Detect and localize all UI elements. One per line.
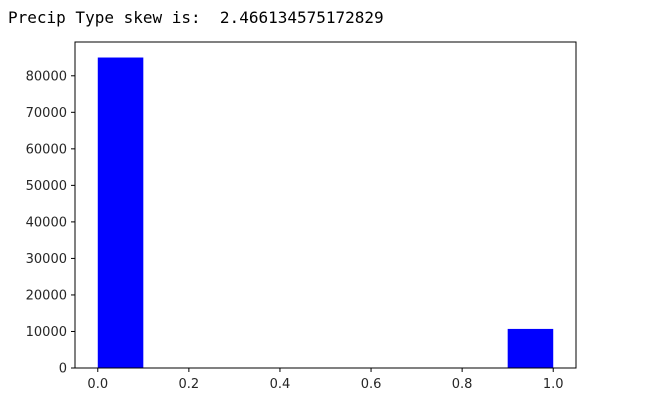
y-tick-label: 60000 xyxy=(26,142,67,157)
y-tick-label: 10000 xyxy=(26,325,67,340)
y-tick-label: 0 xyxy=(59,362,67,377)
bars-group xyxy=(97,57,554,369)
y-tick-label: 70000 xyxy=(26,106,67,121)
x-tick-label: 0.0 xyxy=(87,377,108,392)
histogram-bar-0 xyxy=(97,57,144,369)
histogram-bar-9 xyxy=(507,328,554,368)
x-tick-label: 0.4 xyxy=(270,377,291,392)
y-tick-label: 30000 xyxy=(26,252,67,267)
y-tick-label: 80000 xyxy=(26,69,67,84)
y-tick-label: 50000 xyxy=(26,179,67,194)
y-axis: 0 10000 20000 30000 40000 50000 60000 70000 8000… xyxy=(26,69,75,377)
x-axis: 0.0 0.2 0.4 0.6 0.8 1.0 xyxy=(87,368,564,392)
y-tick-label: 20000 xyxy=(26,288,67,303)
cell-output-text: Precip Type skew is: 2.466134575172829 xyxy=(8,8,384,27)
x-tick-label: 0.2 xyxy=(179,377,200,392)
x-tick-label: 0.6 xyxy=(361,377,382,392)
x-tick-label: 1.0 xyxy=(543,377,564,392)
plot-frame xyxy=(74,41,577,369)
x-tick-label: 0.8 xyxy=(452,377,473,392)
y-tick-label: 40000 xyxy=(26,215,67,230)
